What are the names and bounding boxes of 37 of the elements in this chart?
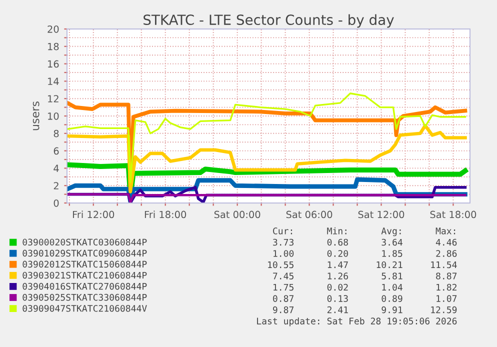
x-tick-label: Fri 12:00 bbox=[72, 210, 114, 218]
y-tick-label: 10 bbox=[48, 112, 59, 120]
legend-label: 03901029STKATC09060844P bbox=[22, 250, 147, 257]
legend-label: 03904016STKATC27060844P bbox=[22, 282, 147, 290]
x-tick-label: Sat 00:00 bbox=[214, 210, 260, 218]
x-tick-label: Sat 12:00 bbox=[358, 210, 404, 218]
line-series bbox=[67, 124, 467, 194]
text: 9.87 2.41 9.91 12.59 bbox=[273, 306, 457, 314]
line-series bbox=[67, 92, 466, 183]
legend-label: 03903021STKATC21060844P bbox=[22, 272, 147, 279]
y-tick-label: 0 bbox=[54, 199, 59, 207]
text: 1.75 0.02 1.04 1.82 bbox=[274, 284, 456, 291]
legend-label: 03905025STKATC33060844P bbox=[22, 294, 147, 301]
x-tick-label: Sat 06:00 bbox=[286, 210, 332, 218]
y-axis-title: users bbox=[32, 102, 40, 130]
text: Last update: Sat Feb 28 19:05:06 2026 bbox=[257, 317, 457, 326]
y-tick-label: 6 bbox=[54, 147, 59, 155]
x-tick-label: Sat 18:00 bbox=[430, 210, 476, 218]
y-tick-label: 2 bbox=[54, 182, 58, 190]
legend-label: 03902012STKATC15060844P bbox=[22, 260, 147, 268]
text: 0.87 0.13 0.89 1.07 bbox=[273, 295, 457, 302]
legend-label: 03900020STKATC03060844P bbox=[22, 238, 147, 246]
text: 10.55 1.47 10.21 11.54 bbox=[268, 261, 457, 268]
legend-label: 03909047STKATC21060844V bbox=[22, 304, 147, 312]
y-tick-label: 18 bbox=[48, 42, 59, 50]
y-tick-label: 8 bbox=[54, 130, 59, 138]
text: 3.73 0.68 3.64 4.46 bbox=[273, 238, 457, 246]
text: 1.00 0.20 1.85 2.86 bbox=[274, 250, 457, 257]
y-tick-label: 20 bbox=[48, 25, 59, 33]
chart-title: STKATC - LTE Sector Counts - by day bbox=[144, 14, 394, 28]
text: 7.45 1.26 5.81 8.87 bbox=[273, 272, 457, 280]
y-tick-label: 4 bbox=[54, 164, 59, 172]
text: Cur: Min: Avg: Max: bbox=[273, 227, 456, 236]
y-tick-label: 12 bbox=[48, 95, 58, 102]
x-tick-label: Fri 18:00 bbox=[144, 210, 186, 218]
y-tick-label: 14 bbox=[48, 78, 59, 85]
y-tick-label: 16 bbox=[48, 60, 59, 68]
